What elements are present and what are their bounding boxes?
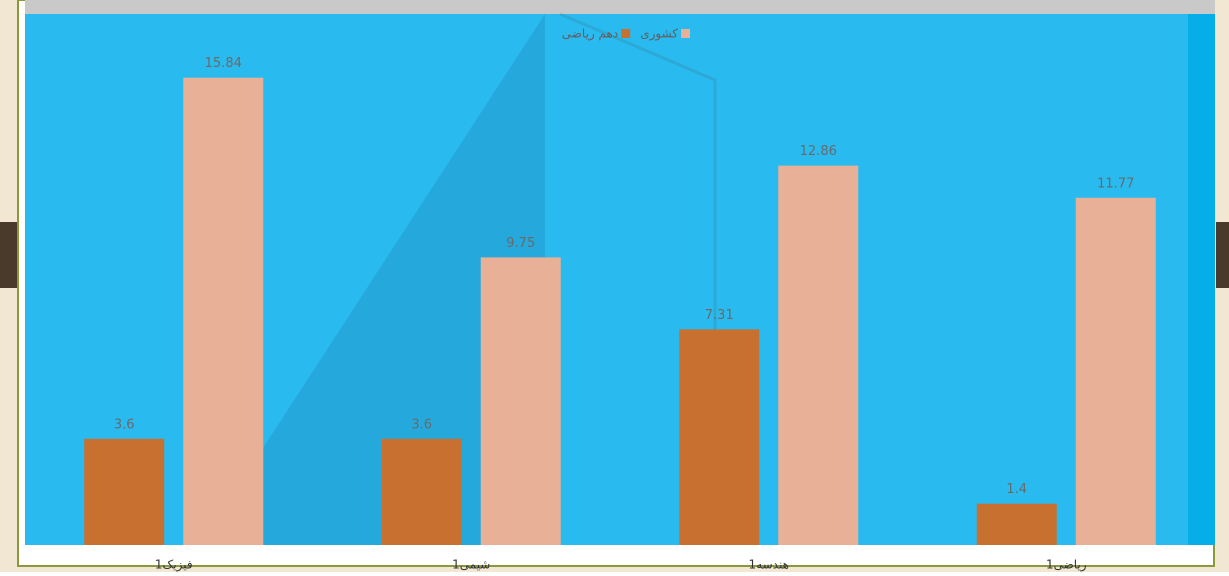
value-label: 12.86 <box>800 144 837 159</box>
bar <box>679 329 760 545</box>
decoration <box>559 12 717 400</box>
legend-swatch <box>681 29 690 38</box>
plot-strip <box>1188 14 1215 545</box>
legend-swatch <box>621 29 631 38</box>
decoration <box>200 14 545 545</box>
top-bar <box>25 0 1215 14</box>
bar <box>381 438 462 545</box>
bar <box>84 438 165 545</box>
side-tab <box>1216 222 1229 288</box>
legend-label: دهم ریاضی <box>562 27 618 42</box>
bar <box>480 257 561 545</box>
x-tick-label: شیمی1 <box>452 558 490 572</box>
bar <box>778 165 859 545</box>
bar <box>976 503 1057 545</box>
value-label: 9.75 <box>506 236 535 251</box>
legend-label: کشوری <box>640 27 678 42</box>
bar <box>1075 197 1156 545</box>
bar <box>183 77 264 545</box>
value-label: 3.6 <box>411 417 432 432</box>
value-label: 7.31 <box>705 308 734 323</box>
x-tick-label: ریاضی1 <box>1046 558 1087 573</box>
side-tab <box>0 222 22 288</box>
value-label: 15.84 <box>205 56 242 71</box>
x-tick-label: فیزیک1 <box>155 558 193 573</box>
value-label: 1.4 <box>1006 482 1027 497</box>
value-label: 3.6 <box>114 417 135 432</box>
x-tick-label: هندسه1 <box>749 558 789 572</box>
value-label: 11.77 <box>1097 176 1134 191</box>
